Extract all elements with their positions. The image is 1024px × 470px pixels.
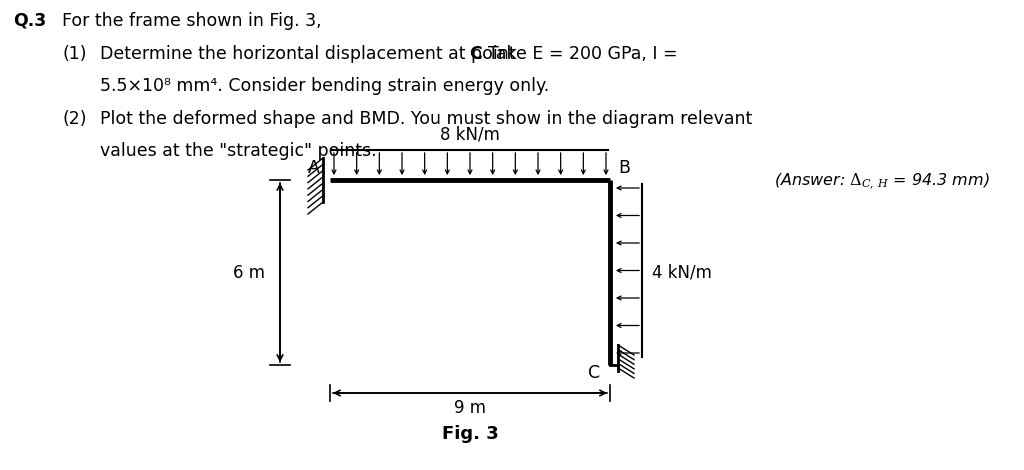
- Text: (Answer: $\Delta_{C,\,H}$ = 94.3 mm): (Answer: $\Delta_{C,\,H}$ = 94.3 mm): [774, 172, 990, 192]
- Text: A: A: [308, 159, 319, 177]
- Text: C: C: [469, 45, 481, 63]
- Text: Q.3: Q.3: [13, 12, 46, 30]
- Text: B: B: [618, 159, 630, 177]
- Text: values at the "strategic" points.: values at the "strategic" points.: [100, 142, 377, 160]
- Text: 5.5×10⁸ mm⁴. Consider bending strain energy only.: 5.5×10⁸ mm⁴. Consider bending strain ene…: [100, 77, 549, 95]
- Text: 4 kN/m: 4 kN/m: [652, 264, 712, 282]
- Text: 6 m: 6 m: [233, 264, 265, 282]
- Text: 8 kN/m: 8 kN/m: [440, 125, 500, 143]
- Text: For the frame shown in Fig. 3,: For the frame shown in Fig. 3,: [62, 12, 322, 30]
- Text: (1): (1): [62, 45, 86, 63]
- Text: . Take E = 200 GPa, I =: . Take E = 200 GPa, I =: [477, 45, 678, 63]
- Text: Fig. 3: Fig. 3: [441, 425, 499, 443]
- Text: Determine the horizontal displacement at point: Determine the horizontal displacement at…: [100, 45, 521, 63]
- Text: 9 m: 9 m: [454, 399, 486, 417]
- Text: (2): (2): [62, 110, 86, 128]
- Text: Plot the deformed shape and BMD. You must show in the diagram relevant: Plot the deformed shape and BMD. You mus…: [100, 110, 753, 128]
- Text: C: C: [588, 364, 600, 382]
